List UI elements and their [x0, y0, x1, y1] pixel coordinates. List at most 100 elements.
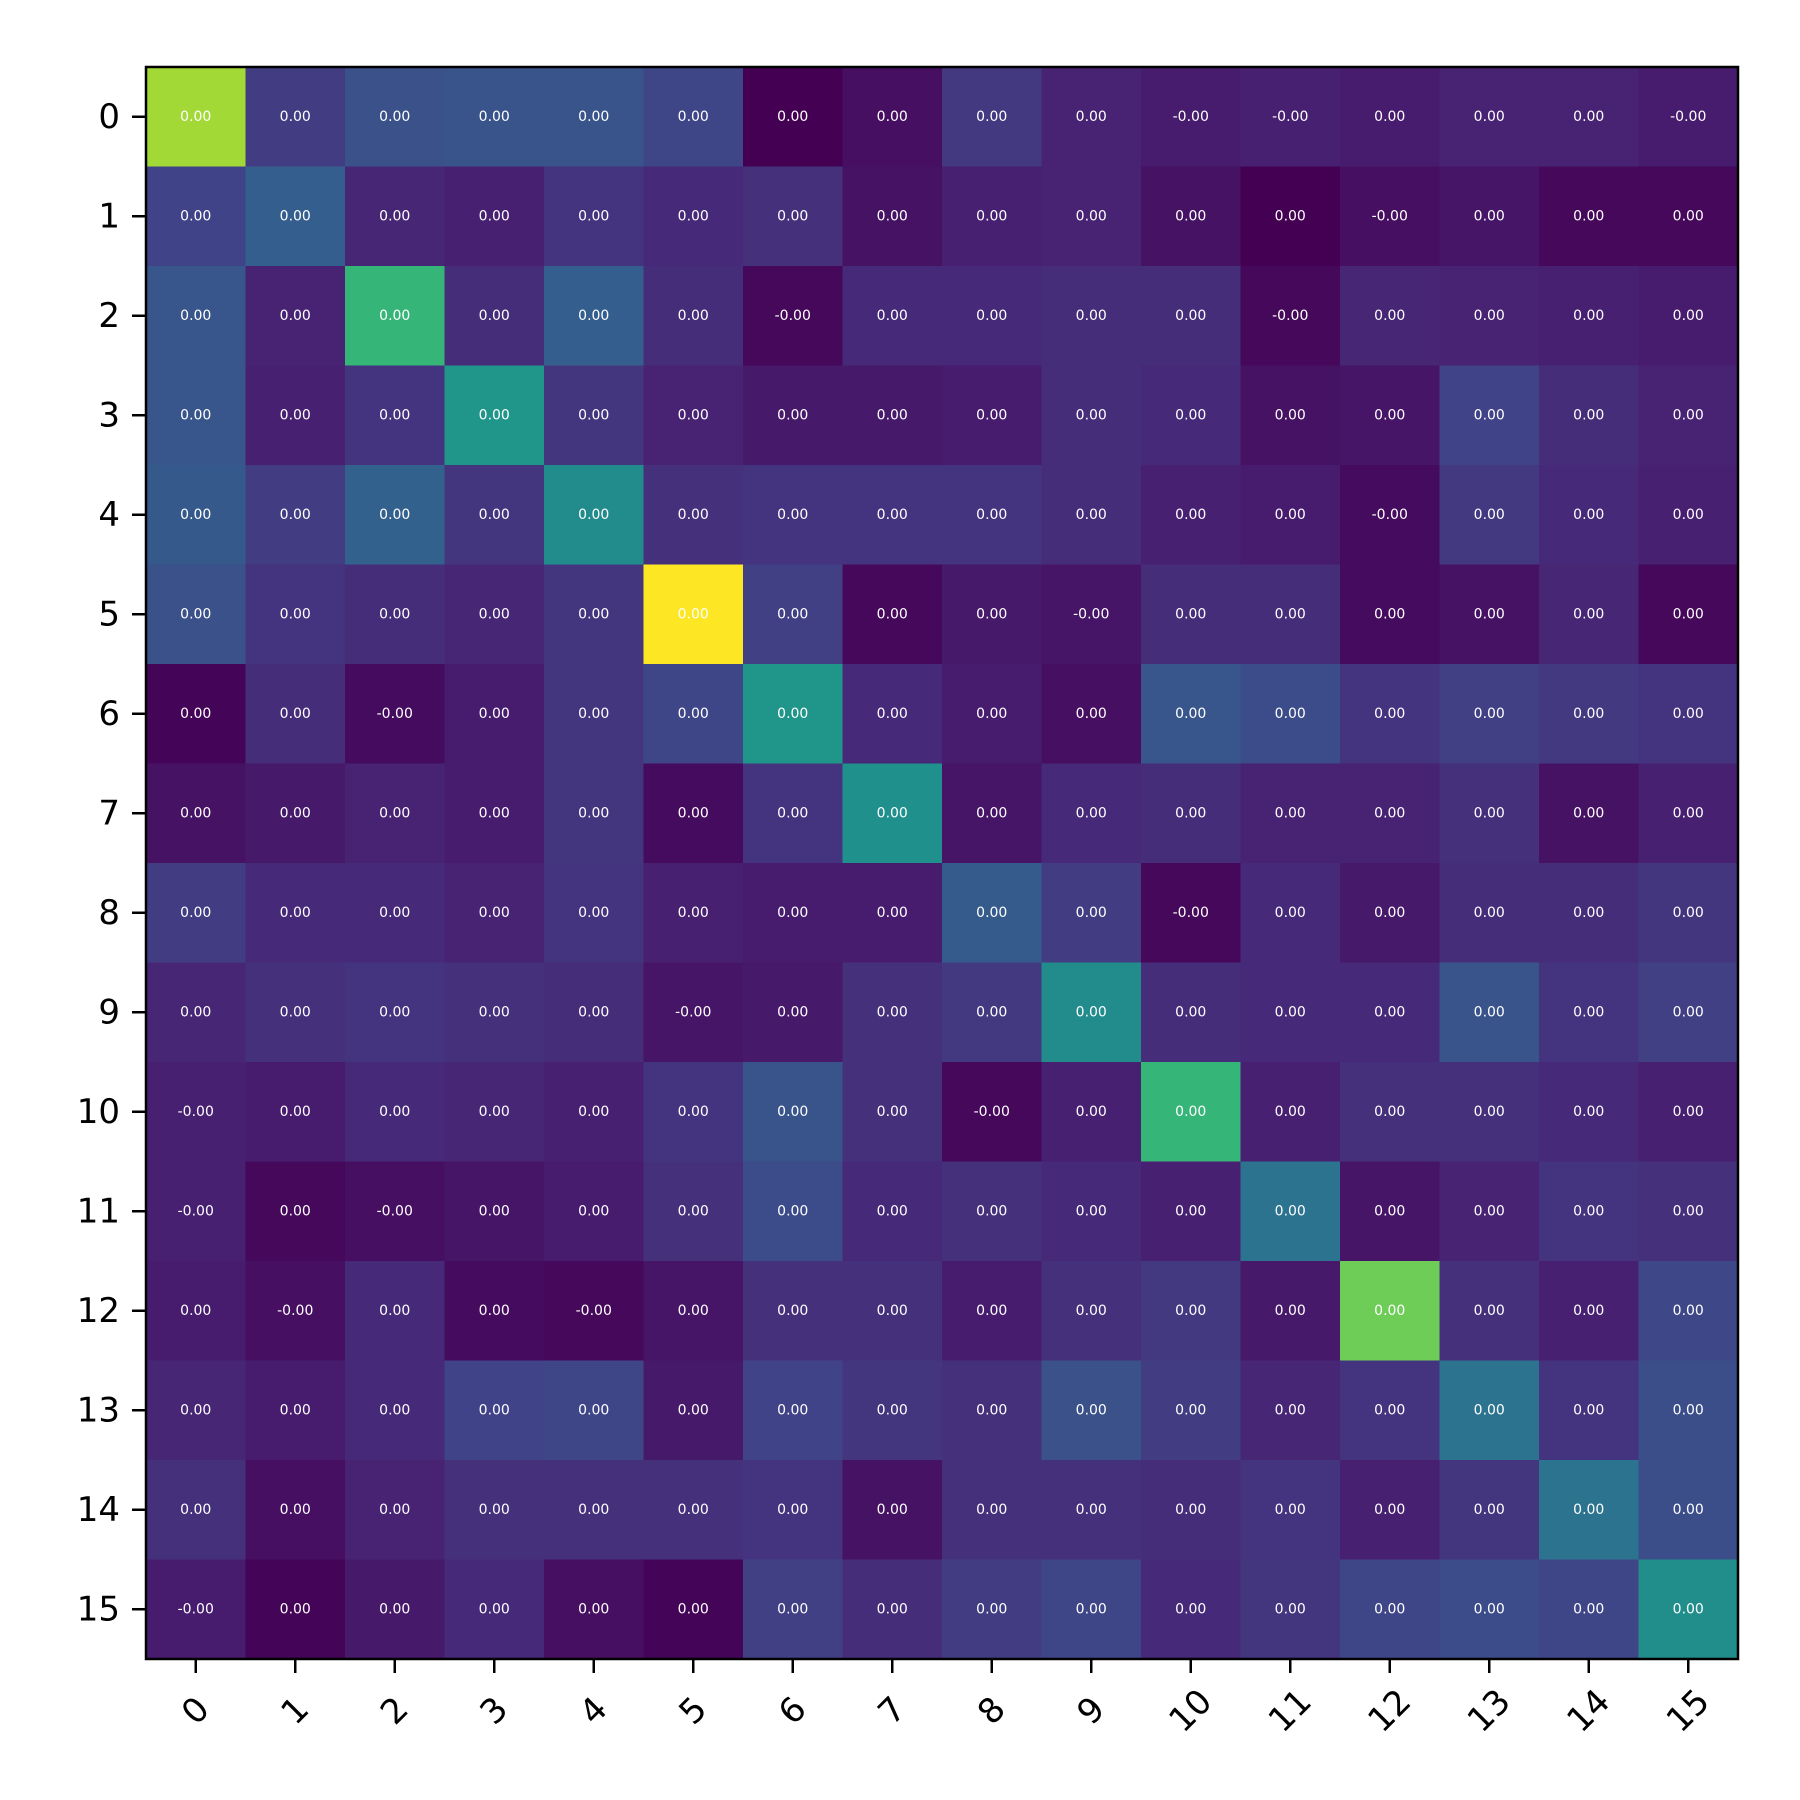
cell-value-label: 0.00	[1474, 905, 1505, 921]
cell-value-label: 0.00	[1474, 1303, 1505, 1319]
cell-value-label: 0.00	[1076, 1502, 1107, 1518]
heatmap-cell	[1240, 465, 1341, 566]
heatmap-cell	[743, 1161, 844, 1262]
heatmap-cell	[643, 166, 744, 267]
heatmap-cell	[743, 365, 844, 466]
cell-value-label: 0.00	[479, 1402, 510, 1418]
cell-value-label: 0.00	[678, 1303, 709, 1319]
heatmap-cell	[743, 166, 844, 267]
cell-value-label: 0.00	[877, 308, 908, 324]
heatmap-cell	[1439, 1360, 1540, 1461]
heatmap-cell	[245, 1062, 346, 1163]
cell-value-label: 0.00	[1076, 1004, 1107, 1020]
cell-value-label: 0.00	[777, 407, 808, 423]
heatmap-cell	[544, 365, 645, 466]
x-tick-label: 6	[771, 1689, 815, 1733]
heatmap-cell	[1240, 962, 1341, 1063]
heatmap-cell	[743, 67, 844, 168]
cell-value-label: 0.00	[1673, 1402, 1704, 1418]
cell-value-label: 0.00	[877, 109, 908, 125]
heatmap-cell	[544, 564, 645, 665]
cell-value-label: 0.00	[578, 208, 609, 224]
heatmap-cell	[444, 564, 545, 665]
x-tick-label: 2	[373, 1689, 417, 1733]
cell-value-label: 0.00	[1076, 1303, 1107, 1319]
cell-value-label: 0.00	[976, 905, 1007, 921]
heatmap-cell	[444, 1559, 545, 1660]
heatmap-cell	[1539, 67, 1640, 168]
cell-value-label: -0.00	[277, 1303, 313, 1319]
heatmap-cell	[345, 1460, 446, 1561]
cell-value-label: 0.00	[1673, 1502, 1704, 1518]
heatmap-cell	[1439, 863, 1540, 964]
cell-value-label: 0.00	[1076, 706, 1107, 722]
cell-value-label: -0.00	[1173, 905, 1209, 921]
cell-value-label: 0.00	[1175, 706, 1206, 722]
cell-value-label: 0.00	[180, 208, 211, 224]
cell-value-label: 0.00	[180, 905, 211, 921]
cell-value-label: 0.00	[1474, 1004, 1505, 1020]
heatmap-cell	[245, 266, 346, 367]
cell-value-label: 0.00	[678, 507, 709, 523]
heatmap-cell	[743, 763, 844, 864]
cell-value-label: 0.00	[280, 706, 311, 722]
cell-value-label: 0.00	[1374, 407, 1405, 423]
cell-value-label: 0.00	[379, 1402, 410, 1418]
cell-value-label: 0.00	[678, 109, 709, 125]
heatmap-cell	[1141, 465, 1242, 566]
heatmap-cell	[1539, 564, 1640, 665]
cell-value-label: 0.00	[1673, 805, 1704, 821]
heatmap-cell	[544, 1261, 645, 1362]
heatmap-cell	[1240, 166, 1341, 267]
cell-value-label: 0.00	[1076, 1402, 1107, 1418]
heatmap-cell	[544, 166, 645, 267]
heatmap-cell	[1539, 1460, 1640, 1561]
cell-value-label: -0.00	[974, 1104, 1010, 1120]
heatmap-cell	[1439, 1460, 1540, 1561]
cell-value-label: 0.00	[976, 507, 1007, 523]
cell-value-label: 0.00	[1374, 805, 1405, 821]
heatmap-cell	[1340, 266, 1441, 367]
heatmap-cell	[1041, 1161, 1142, 1262]
heatmap-cell	[146, 1062, 247, 1163]
cell-value-label: 0.00	[976, 606, 1007, 622]
heatmap-cell	[1539, 166, 1640, 267]
cell-value-label: 0.00	[1573, 308, 1604, 324]
cell-value-label: 0.00	[678, 805, 709, 821]
heatmap-cell	[1638, 1161, 1739, 1262]
heatmap-cell	[743, 564, 844, 665]
heatmap-cell	[1240, 1460, 1341, 1561]
heatmap-cell	[1439, 465, 1540, 566]
heatmap-cell	[1439, 67, 1540, 168]
cell-value-label: 0.00	[280, 208, 311, 224]
heatmap-cell	[643, 763, 744, 864]
heatmap-cell	[146, 465, 247, 566]
cell-value-label: 0.00	[976, 1203, 1007, 1219]
heatmap-cell	[245, 166, 346, 267]
heatmap-cell	[1539, 365, 1640, 466]
heatmap-cell	[1240, 1261, 1341, 1362]
heatmap-cell	[743, 863, 844, 964]
heatmap-cell	[1638, 1062, 1739, 1163]
heatmap-cell	[1041, 1062, 1142, 1163]
heatmap-cell	[1539, 962, 1640, 1063]
cell-value-label: 0.00	[1474, 805, 1505, 821]
heatmap-cell	[1439, 1261, 1540, 1362]
cell-value-label: 0.00	[578, 407, 609, 423]
heatmap-cell	[1439, 1062, 1540, 1163]
cell-value-label: 0.00	[1474, 1601, 1505, 1617]
heatmap-cell	[1340, 67, 1441, 168]
cell-value-label: 0.00	[976, 109, 1007, 125]
cell-value-label: 0.00	[777, 208, 808, 224]
heatmap-cell	[345, 564, 446, 665]
x-tick-label: 13	[1460, 1682, 1519, 1741]
heatmap-cell	[1539, 1261, 1640, 1362]
cell-value-label: 0.00	[578, 1601, 609, 1617]
cell-value-label: 0.00	[1673, 1004, 1704, 1020]
cell-value-label: 0.00	[1573, 407, 1604, 423]
cell-value-label: 0.00	[1175, 308, 1206, 324]
cell-value-label: 0.00	[280, 1402, 311, 1418]
cell-value-label: 0.00	[976, 1004, 1007, 1020]
heatmap-cell	[743, 266, 844, 367]
